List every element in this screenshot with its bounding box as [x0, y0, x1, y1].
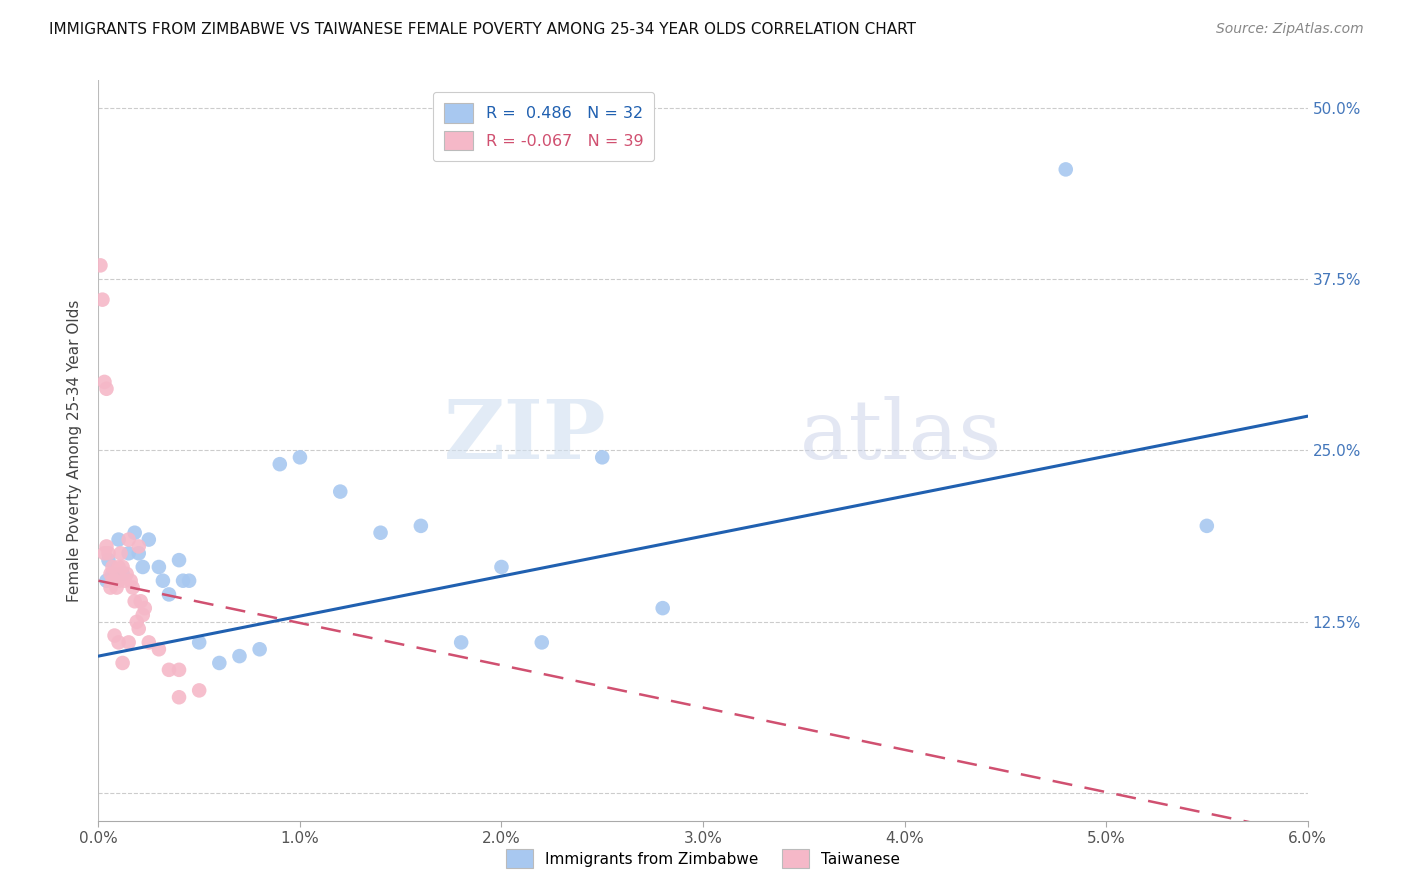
Point [228, 649, 250, 664]
Point [124, 594, 146, 608]
Point [138, 635, 160, 649]
Point [101, 574, 124, 588]
Point [120, 574, 142, 588]
Point [105, 581, 128, 595]
Point [172, 574, 194, 588]
Point [100, 581, 122, 595]
Point [100, 566, 122, 581]
Point [208, 656, 231, 670]
Point [491, 560, 513, 574]
Point [329, 484, 352, 499]
Point [132, 607, 155, 622]
Text: IMMIGRANTS FROM ZIMBABWE VS TAIWANESE FEMALE POVERTY AMONG 25-34 YEAR OLDS CORRE: IMMIGRANTS FROM ZIMBABWE VS TAIWANESE FE… [49, 22, 917, 37]
Point [93, 375, 115, 389]
Point [91, 293, 114, 307]
Point [409, 519, 432, 533]
Point [107, 635, 129, 649]
Point [97, 553, 120, 567]
Point [167, 553, 190, 567]
Legend: Immigrants from Zimbabwe, Taiwanese: Immigrants from Zimbabwe, Taiwanese [498, 841, 908, 875]
Point [111, 560, 134, 574]
Point [107, 533, 129, 547]
Point [132, 560, 155, 574]
Point [591, 450, 613, 465]
Point [128, 546, 150, 560]
Point [288, 450, 311, 465]
Point [530, 635, 553, 649]
Point [651, 601, 673, 615]
Point [110, 546, 132, 560]
Point [101, 560, 124, 574]
Point [1054, 162, 1077, 177]
Point [148, 642, 170, 657]
Point [370, 525, 392, 540]
Point [148, 560, 170, 574]
Point [111, 656, 134, 670]
Point [125, 615, 148, 629]
Point [107, 574, 129, 588]
Point [121, 581, 143, 595]
Point [111, 566, 134, 581]
Point [101, 566, 124, 581]
Point [128, 622, 150, 636]
Point [152, 574, 174, 588]
Point [167, 663, 190, 677]
Point [134, 601, 156, 615]
Y-axis label: Female Poverty Among 25-34 Year Olds: Female Poverty Among 25-34 Year Olds [67, 300, 83, 601]
Text: atlas: atlas [800, 396, 1002, 475]
Point [97, 546, 120, 560]
Point [118, 533, 141, 547]
Point [96, 540, 118, 554]
Point [188, 635, 211, 649]
Point [269, 457, 291, 471]
Point [89, 259, 111, 273]
Point [114, 574, 136, 588]
Point [129, 594, 152, 608]
Point [118, 546, 141, 560]
Point [103, 574, 125, 588]
Point [128, 540, 150, 554]
Point [96, 382, 118, 396]
Text: ZIP: ZIP [444, 396, 606, 475]
Point [93, 546, 115, 560]
Point [157, 663, 180, 677]
Point [124, 525, 146, 540]
Point [157, 587, 180, 601]
Point [118, 635, 141, 649]
Point [188, 683, 211, 698]
Text: Source: ZipAtlas.com: Source: ZipAtlas.com [1216, 22, 1364, 37]
Point [138, 533, 160, 547]
Point [179, 574, 201, 588]
Point [167, 690, 190, 705]
Point [103, 628, 125, 642]
Point [107, 560, 129, 574]
Point [249, 642, 271, 657]
Point [1195, 519, 1218, 533]
Point [115, 566, 138, 581]
Point [450, 635, 472, 649]
Point [96, 574, 118, 588]
Legend: R =  0.486   N = 32, R = -0.067   N = 39: R = 0.486 N = 32, R = -0.067 N = 39 [433, 92, 654, 161]
